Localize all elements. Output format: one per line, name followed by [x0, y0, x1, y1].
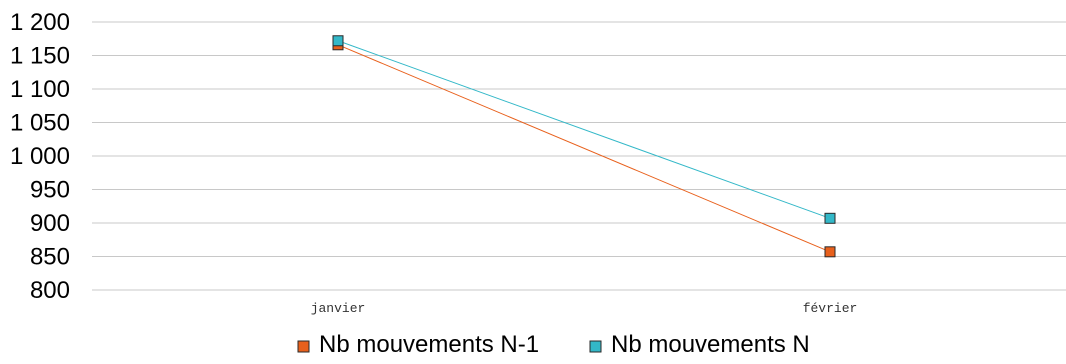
series-lines: [337, 40, 831, 253]
y-tick-label: 1 200: [10, 9, 70, 36]
y-tick-label: 1 100: [10, 76, 70, 103]
data-point-marker: [332, 35, 344, 47]
y-tick-label: 900: [30, 210, 70, 237]
series-line: [337, 44, 831, 253]
x-tick-label: janvier: [311, 301, 366, 316]
data-point-marker: [824, 212, 836, 224]
legend-label: Nb mouvements N: [611, 331, 810, 358]
y-tick-label: 1 050: [10, 110, 70, 137]
y-tick-label: 1 000: [10, 143, 70, 170]
x-tick-label: février: [803, 301, 858, 316]
series-markers: [332, 35, 836, 258]
data-point-marker: [824, 246, 836, 258]
grid-lines: [92, 21, 1066, 291]
y-tick-label: 850: [30, 244, 70, 271]
y-axis: 800 850 900 950 1 000 1 050 1 100 1 150 1 200: [10, 9, 70, 304]
series-line: [337, 40, 831, 219]
legend-swatch: [297, 340, 310, 353]
legend: Nb mouvements N-1 Nb mouvements N: [297, 331, 810, 358]
x-axis: janvier février: [311, 301, 858, 316]
y-tick-label: 800: [30, 277, 70, 304]
y-tick-label: 1 150: [10, 43, 70, 70]
legend-label: Nb mouvements N-1: [319, 331, 539, 358]
legend-swatch: [589, 340, 602, 353]
y-tick-label: 950: [30, 177, 70, 204]
